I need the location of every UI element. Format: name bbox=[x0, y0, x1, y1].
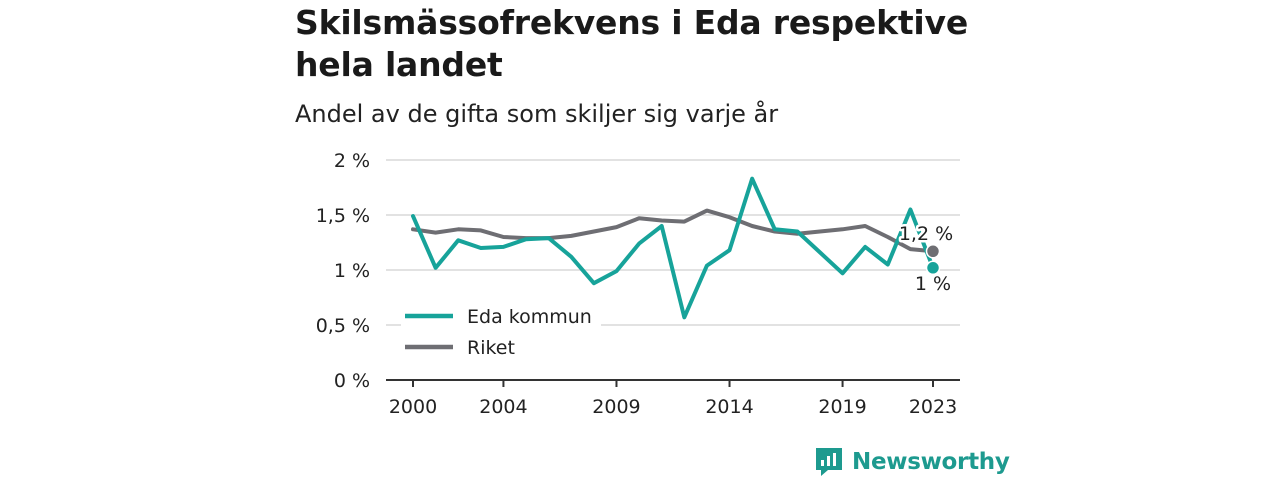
y-tick-label: 0 % bbox=[334, 370, 370, 392]
series-line-eda-kommun bbox=[411, 176, 935, 320]
y-tick-label: 2 % bbox=[334, 150, 370, 172]
eda-end-label: 1 % bbox=[915, 273, 951, 295]
chart-title: Skilsmässofrekvens i Eda respektive hela… bbox=[295, 3, 969, 84]
x-tick-label: 2014 bbox=[705, 396, 753, 418]
x-tick-label: 2000 bbox=[389, 396, 437, 418]
y-tick-label: 1 % bbox=[334, 260, 370, 282]
legend-label: Riket bbox=[467, 337, 515, 359]
x-tick-label: 2004 bbox=[479, 396, 527, 418]
newsworthy-logo-icon bbox=[816, 448, 842, 476]
riket-end-marker bbox=[925, 244, 941, 259]
x-tick-label: 2009 bbox=[592, 396, 640, 418]
y-tick-label: 0,5 % bbox=[316, 315, 370, 337]
y-tick-label: 1,5 % bbox=[316, 205, 370, 227]
x-tick-label: 2019 bbox=[818, 396, 866, 418]
series-line-riket bbox=[411, 208, 935, 254]
brand-logo: Newsworthy bbox=[814, 446, 1010, 478]
chart-subtitle: Andel av de gifta som skiljer sig varje … bbox=[295, 100, 779, 128]
riket-end-label: 1,2 % bbox=[899, 223, 953, 245]
eda-end-marker bbox=[925, 260, 941, 276]
legend-label: Eda kommun bbox=[467, 306, 592, 328]
brand-name: Newsworthy bbox=[852, 449, 1010, 475]
x-tick-label: 2023 bbox=[909, 396, 957, 418]
